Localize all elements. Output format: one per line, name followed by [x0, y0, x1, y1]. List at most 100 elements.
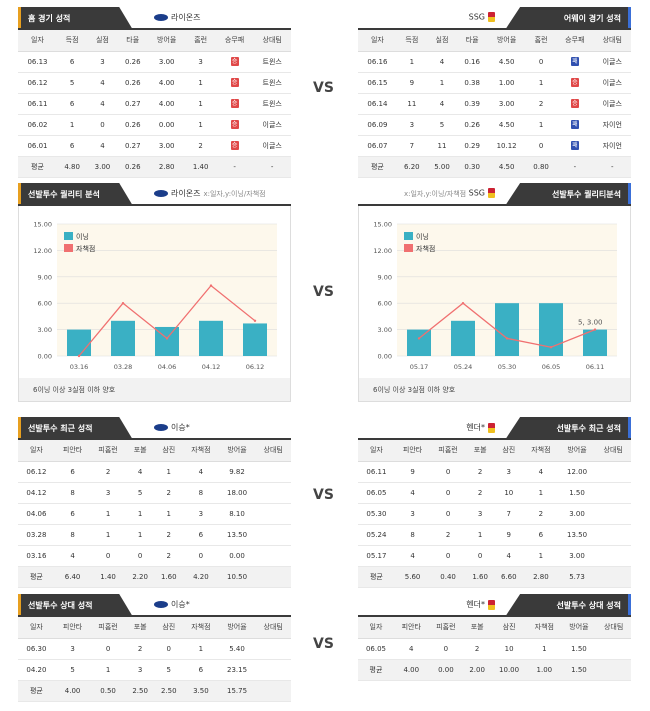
- average-row: 평균 6.20 5.00 0.30 4.50 0.80- -: [358, 156, 631, 178]
- average-cell: 6.20: [396, 156, 427, 178]
- table-cell: 3: [185, 51, 216, 73]
- table-cell: 이글스: [253, 114, 291, 136]
- home-games-title: 홈 경기 성적: [18, 7, 133, 30]
- table-cell: 3.00: [558, 503, 596, 525]
- table-cell: 0: [430, 482, 466, 504]
- table-cell: 1: [154, 503, 184, 525]
- table-cell: 13.50: [218, 524, 256, 546]
- legend-label-earned-runs: 자책점: [76, 244, 95, 253]
- table-cell: 5: [56, 72, 88, 94]
- average-row: 평균 4.00 0.50 2.50 2.50 3.50 15.75: [18, 680, 291, 702]
- average-cell: 1.60: [154, 566, 184, 588]
- table-cell: 1: [125, 503, 155, 525]
- table-cell: 10: [494, 482, 524, 504]
- x-tick-label: 03.28: [114, 363, 133, 371]
- column-header: 타율: [457, 30, 488, 52]
- table-cell: 3: [394, 503, 431, 525]
- table-cell: 04.12: [18, 482, 55, 504]
- table-cell: [255, 461, 291, 483]
- recent-left-pitcher-name: 이승*: [171, 423, 190, 432]
- column-header: 실점: [426, 30, 458, 52]
- recent-right-title: 선발투수 최근 성적: [505, 417, 631, 440]
- ssg-logo-icon: [488, 599, 495, 610]
- table-cell: 1: [183, 638, 219, 660]
- table-row: 06.01 6 4 0.27 3.00 2 승 이글스: [18, 135, 291, 157]
- recent-right-header: 헨더* 선발투수 최근 성적: [358, 417, 631, 440]
- average-cell: 10.50: [218, 566, 256, 588]
- table-cell: 트윈스: [253, 93, 291, 115]
- table-cell: 0: [465, 545, 495, 567]
- table-cell: 4: [87, 93, 118, 115]
- table-cell: 3: [494, 461, 524, 483]
- table-cell: 0.00: [147, 114, 186, 136]
- legend-swatch-earned-runs: [64, 244, 73, 252]
- table-cell: 1: [523, 545, 559, 567]
- versus-right-header: 헨더* 선발투수 상대 성적: [358, 594, 631, 617]
- average-cell: [596, 659, 631, 681]
- table-cell: 06.01: [18, 135, 57, 157]
- table-cell: 0: [430, 461, 466, 483]
- table-cell: 4: [87, 135, 118, 157]
- table-cell: 3.00: [147, 135, 186, 157]
- average-cell: 1.00: [527, 659, 562, 681]
- versus-left-pitcher: 이승*: [154, 599, 190, 610]
- y-tick-label: 6.00: [38, 300, 52, 308]
- average-cell: 평균: [358, 156, 397, 178]
- table-row: 06.14 11 4 0.39 3.00 2 승 이글스: [358, 93, 631, 115]
- table-cell: 6: [54, 461, 91, 483]
- table-cell: 06.09: [358, 114, 397, 136]
- table-cell: 12.00: [558, 461, 596, 483]
- result-badge: 승: [230, 141, 239, 150]
- table-cell: 1: [154, 461, 184, 483]
- table-cell: [255, 503, 291, 525]
- quality-left-panel: 선발투수 퀄리티 분석 라이온즈 x:일자,y:이닝/자책점 0.00 3.00 6.…: [18, 183, 291, 402]
- table-cell: 0.00: [218, 545, 256, 567]
- column-header: 상대팀: [255, 440, 291, 462]
- y-tick-label: 3.00: [38, 326, 52, 334]
- versus-right-pitcher: 헨더*: [466, 599, 495, 610]
- column-header: 피안타: [54, 440, 91, 462]
- x-tick-label: 06.11: [586, 363, 605, 371]
- column-header: 일자: [18, 617, 55, 639]
- away-games-panel: SSG 어웨이 경기 성적 일자 득점 실점 타율 방어율 홈런 승무패 상대팀 06.16 1 4…: [358, 7, 631, 178]
- x-tick-label: 06.12: [246, 363, 265, 371]
- data-label: 5, 3.00: [578, 319, 603, 327]
- table-cell: 8: [183, 482, 219, 504]
- quality-left-chart: 0.00 3.00 6.00 9.00 12.00 15.00 03.16 03.28 04.0…: [33, 221, 277, 371]
- column-header: 일자: [358, 30, 397, 52]
- quality-left-header: 선발투수 퀄리티 분석 라이온즈 x:일자,y:이닝/자책점: [18, 183, 291, 206]
- table-row: 06.05 4 0 2 10 1 1.50: [358, 482, 631, 504]
- versus-left-title: 선발투수 상대 성적: [18, 594, 133, 617]
- quality-right-team: x:일자,y:이닝/자책점 SSG: [401, 188, 495, 199]
- ssg-logo-icon: [488, 12, 495, 22]
- table-cell: 7: [396, 135, 427, 157]
- table-cell: 10: [491, 638, 528, 660]
- table-cell: 3.00: [147, 51, 186, 73]
- table-row: 06.12 5 4 0.26 4.00 1 승 트윈스: [18, 72, 291, 94]
- table-cell: 0.26: [117, 114, 148, 136]
- point-earned-runs: [549, 346, 553, 349]
- y-tick-label: 3.00: [378, 326, 392, 334]
- table-cell: 6: [56, 135, 88, 157]
- table-row: 06.05 4 0 2 10 1 1.50: [358, 638, 631, 660]
- table-cell: 0.26: [117, 72, 148, 94]
- average-cell: -: [556, 156, 594, 178]
- table-cell: 이글스: [593, 51, 631, 73]
- away-games-header: SSG 어웨이 경기 성적: [358, 7, 631, 30]
- quality-right-axis-note: x:일자,y:이닝/자책점: [403, 189, 467, 198]
- table-cell: 06.05: [358, 638, 394, 660]
- table-cell: 1: [185, 114, 216, 136]
- table-cell: 0: [428, 638, 464, 660]
- table-cell: 승: [215, 51, 254, 73]
- bar-innings: [243, 323, 267, 356]
- table-cell: 06.16: [358, 51, 397, 73]
- legend-swatch-earned-runs: [404, 244, 413, 252]
- average-cell: 평균: [358, 566, 395, 588]
- table-cell: 05.30: [358, 503, 395, 525]
- table-cell: 1: [90, 524, 126, 546]
- column-header: 방어율: [487, 30, 526, 52]
- column-header: 승무패: [215, 30, 254, 52]
- table-cell: 9: [394, 461, 431, 483]
- table-cell: 6: [183, 659, 219, 681]
